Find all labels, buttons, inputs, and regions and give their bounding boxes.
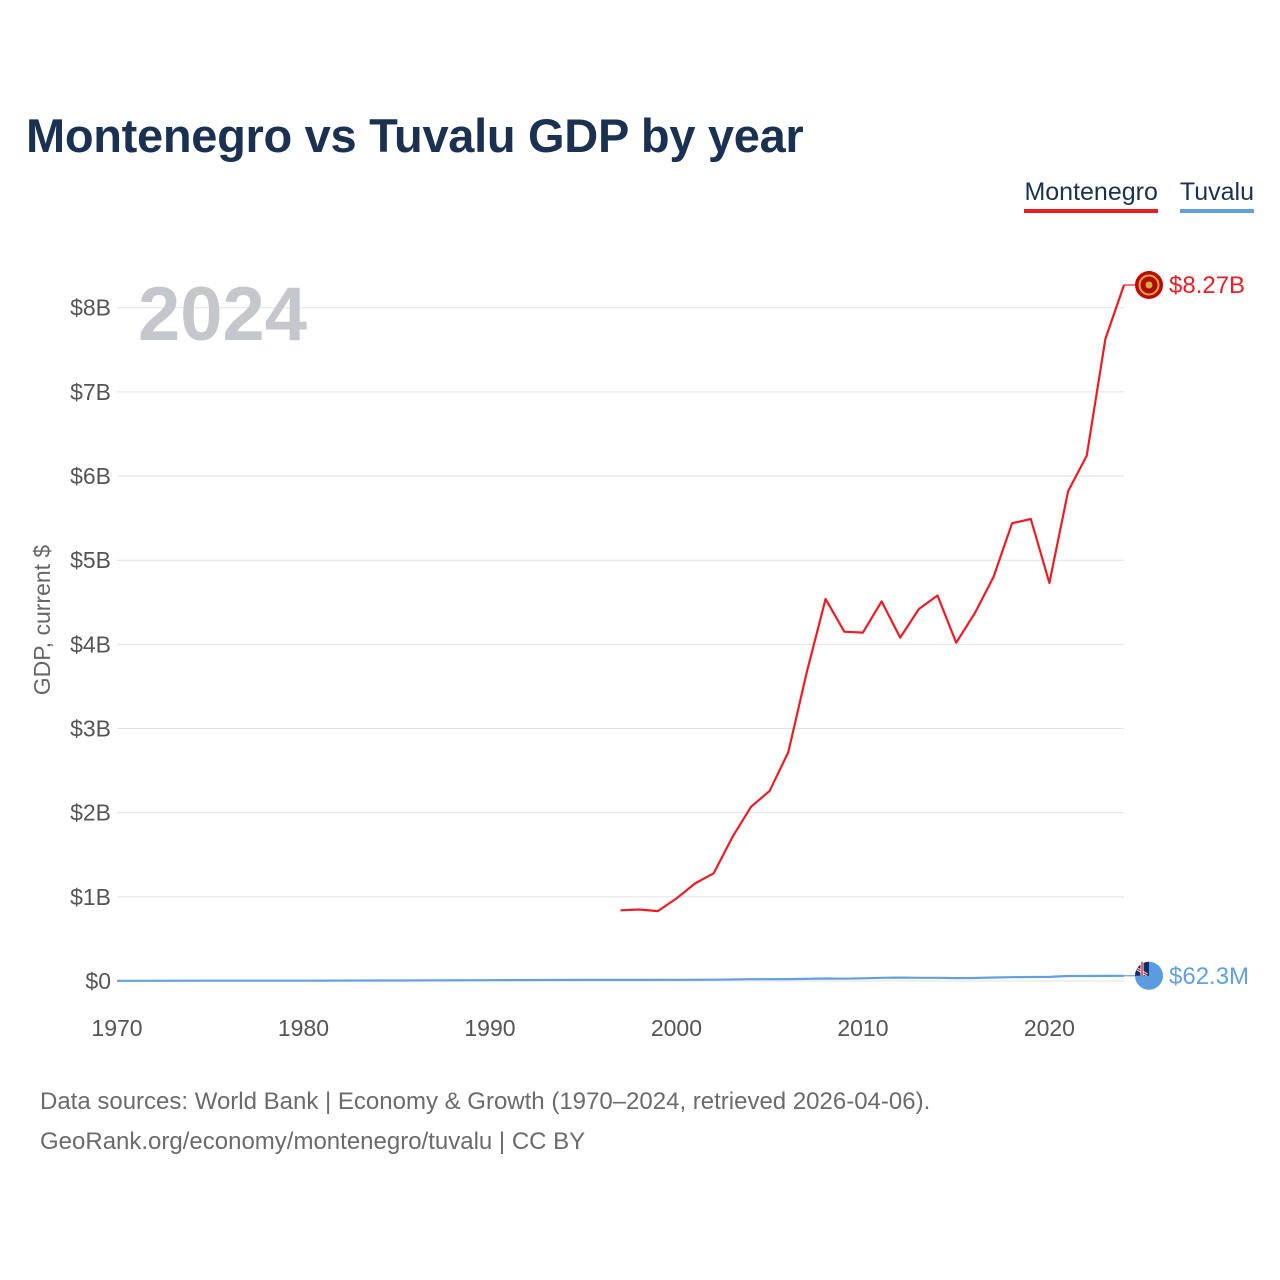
footer-attribution[interactable]: GeoRank.org/economy/montenegro/tuvalu | …: [40, 1128, 586, 1155]
y-tick-label: $3B: [70, 716, 111, 742]
series-lines: [116, 284, 1126, 982]
y-tick-label: $8B: [70, 295, 111, 321]
year-watermark: 2024: [138, 272, 307, 357]
end-value-label-montenegro: $8.27B: [1169, 272, 1245, 299]
footer-sources: Data sources: World Bank | Economy & Gro…: [40, 1088, 931, 1115]
y-tick-label: $1B: [70, 884, 111, 910]
y-tick-label: $7B: [70, 379, 111, 405]
y-axis-label: GDP, current $: [29, 545, 55, 696]
series-end-markers: $8.27B $62.3M: [1124, 271, 1249, 990]
x-tick-label: 2010: [837, 1015, 888, 1041]
grid-lines: [117, 307, 1124, 982]
y-tick-label: $2B: [70, 800, 111, 826]
flag-icon-montenegro: [1135, 271, 1163, 299]
x-tick-label: 1990: [464, 1015, 515, 1041]
y-tick-label: $6B: [70, 463, 111, 489]
x-axis-ticks: 1970 1980 1990 2000 2010 2020: [91, 1015, 1075, 1041]
legend-item-montenegro[interactable]: Montenegro: [1024, 178, 1158, 213]
legend-item-tuvalu[interactable]: Tuvalu: [1179, 178, 1254, 213]
footer: Data sources: World Bank | Economy & Gro…: [40, 1082, 930, 1162]
gdp-line-chart: 2024 GDP, current $ $0 $1B $2B $3B $4B $5B $6B…: [29, 271, 1249, 1041]
x-tick-label: 2020: [1024, 1015, 1075, 1041]
series-line-montenegro: [620, 284, 1126, 913]
end-value-label-tuvalu: $62.3M: [1169, 963, 1249, 990]
y-tick-label: $0: [85, 968, 111, 994]
x-tick-label: 1970: [91, 1015, 142, 1041]
x-tick-label: 2000: [651, 1015, 702, 1041]
y-tick-label: $5B: [70, 547, 111, 573]
chart-title: Montenegro vs Tuvalu GDP by year: [26, 109, 804, 162]
y-tick-label: $4B: [70, 631, 111, 657]
legend: Montenegro Tuvalu: [1024, 178, 1254, 213]
series-line-tuvalu: [116, 974, 1125, 982]
y-axis-ticks: $0 $1B $2B $3B $4B $5B $6B $7B $8B: [70, 295, 111, 994]
flag-icon-tuvalu: [1135, 961, 1163, 990]
x-tick-label: 1980: [278, 1015, 329, 1041]
